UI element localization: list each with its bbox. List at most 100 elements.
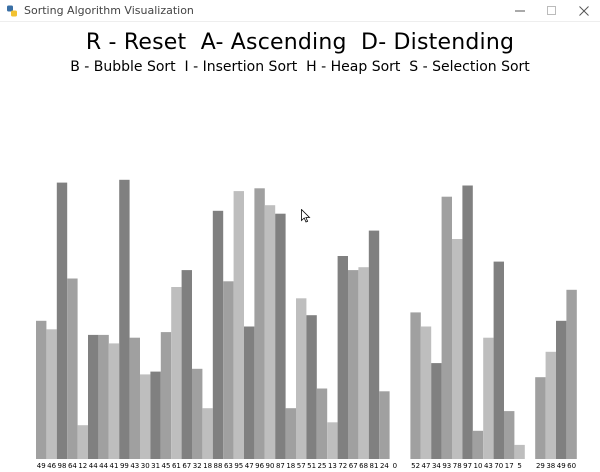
bar <box>160 332 172 459</box>
bar-value-label: 41 <box>110 462 119 470</box>
bar-value-label: 67 <box>349 462 358 470</box>
bar-value-label: 32 <box>193 462 202 470</box>
bar <box>181 270 192 459</box>
bar-value-label: 68 <box>359 462 368 470</box>
bar-value-label: 12 <box>78 462 87 470</box>
bar <box>556 320 567 459</box>
visualization-canvas[interactable]: R - Reset A- Ascending D- Distending B -… <box>0 22 600 472</box>
bar <box>358 267 369 459</box>
bar <box>420 326 432 459</box>
bar <box>223 281 234 459</box>
bar-value-label: 18 <box>286 462 295 470</box>
maximize-icon[interactable] <box>536 0 568 22</box>
bar <box>275 213 286 459</box>
bar-value-label: 29 <box>536 462 545 470</box>
bar-value-label: 13 <box>328 462 337 470</box>
bar-value-label: 96 <box>255 462 264 470</box>
bar <box>119 179 130 460</box>
bar-value-label: 44 <box>89 462 98 470</box>
bar-value-label: 52 <box>411 462 420 470</box>
bar-value-label: 57 <box>297 462 306 470</box>
bar-value-label: 5 <box>517 462 521 470</box>
bar-value-label: 44 <box>99 462 108 470</box>
bar-value-label: 46 <box>47 462 56 470</box>
bar-value-label: 87 <box>276 462 285 470</box>
bar-value-label: 43 <box>130 462 139 470</box>
bar <box>441 196 452 459</box>
bar <box>233 191 244 459</box>
bar <box>514 444 525 459</box>
bar-value-label: 47 <box>422 462 431 470</box>
bar-value-label: 0 <box>393 462 397 470</box>
bar <box>493 261 504 459</box>
bar <box>348 270 359 459</box>
bar <box>462 185 473 459</box>
bar-value-label: 17 <box>505 462 514 470</box>
bar-value-label: 98 <box>58 462 67 470</box>
bar-value-label: 49 <box>37 462 46 470</box>
bar <box>545 351 556 459</box>
mouse-cursor-icon <box>301 209 311 223</box>
bar-value-label: 70 <box>494 462 503 470</box>
bar <box>535 377 546 459</box>
bar-value-label: 47 <box>245 462 254 470</box>
bar-value-label: 81 <box>370 462 379 470</box>
close-icon[interactable] <box>568 0 600 22</box>
bar <box>140 374 151 459</box>
bar-value-label: 43 <box>484 462 493 470</box>
bar <box>504 411 515 459</box>
bar <box>410 312 421 459</box>
bar <box>337 256 348 459</box>
minimize-icon[interactable] <box>504 0 536 22</box>
bar <box>316 388 328 459</box>
bar-value-label: 31 <box>151 462 160 470</box>
bar <box>36 320 47 459</box>
bar <box>285 408 296 459</box>
bar <box>472 430 484 459</box>
bar <box>98 334 109 459</box>
bar <box>431 363 442 459</box>
window-titlebar: Sorting Algorithm Visualization <box>0 0 600 22</box>
bar <box>264 205 276 459</box>
bar-value-label: 64 <box>68 462 77 470</box>
bar <box>483 337 494 459</box>
bar-value-label: 34 <box>432 462 441 470</box>
bar <box>192 368 203 459</box>
bar <box>566 289 577 459</box>
bar-value-label: 51 <box>307 462 316 470</box>
bar-value-label: 93 <box>442 462 451 470</box>
bar <box>46 329 57 459</box>
bar-value-label: 97 <box>463 462 472 470</box>
bar <box>327 422 338 459</box>
bar-value-label: 38 <box>546 462 555 470</box>
bar <box>56 182 68 459</box>
bar <box>77 425 88 459</box>
bar <box>129 337 140 459</box>
controls-heading: R - Reset A- Ascending D- Distending <box>85 30 515 55</box>
bar-value-label: 60 <box>567 462 576 470</box>
bar <box>88 334 99 459</box>
bar-value-label: 45 <box>162 462 171 470</box>
bar <box>254 188 265 460</box>
bar-value-label: 30 <box>141 462 150 470</box>
bar <box>452 239 463 459</box>
window-controls <box>504 0 600 22</box>
bar-value-label: 99 <box>120 462 129 470</box>
bar-chart: 49 46 98 64 12 44 44 41 99 43 30 31 45 61 67 32 18 88 63 95… <box>36 179 577 470</box>
bar-value-label: 95 <box>234 462 243 470</box>
bar-value-label: 67 <box>182 462 191 470</box>
algorithms-heading: B - Bubble Sort I - Insertion Sort H - H… <box>70 59 530 75</box>
bar-value-label: 18 <box>203 462 212 470</box>
window-title: Sorting Algorithm Visualization <box>24 4 194 17</box>
bar <box>67 278 78 459</box>
bar <box>379 391 390 459</box>
bar-value-label: 88 <box>214 462 223 470</box>
bar-value-label: 63 <box>224 462 233 470</box>
bar <box>150 371 161 459</box>
bar-value-label: 10 <box>474 462 483 470</box>
bar-value-label: 78 <box>453 462 462 470</box>
bar-value-label: 90 <box>266 462 275 470</box>
bar <box>108 343 120 459</box>
bar <box>368 230 380 459</box>
bar <box>296 298 307 459</box>
